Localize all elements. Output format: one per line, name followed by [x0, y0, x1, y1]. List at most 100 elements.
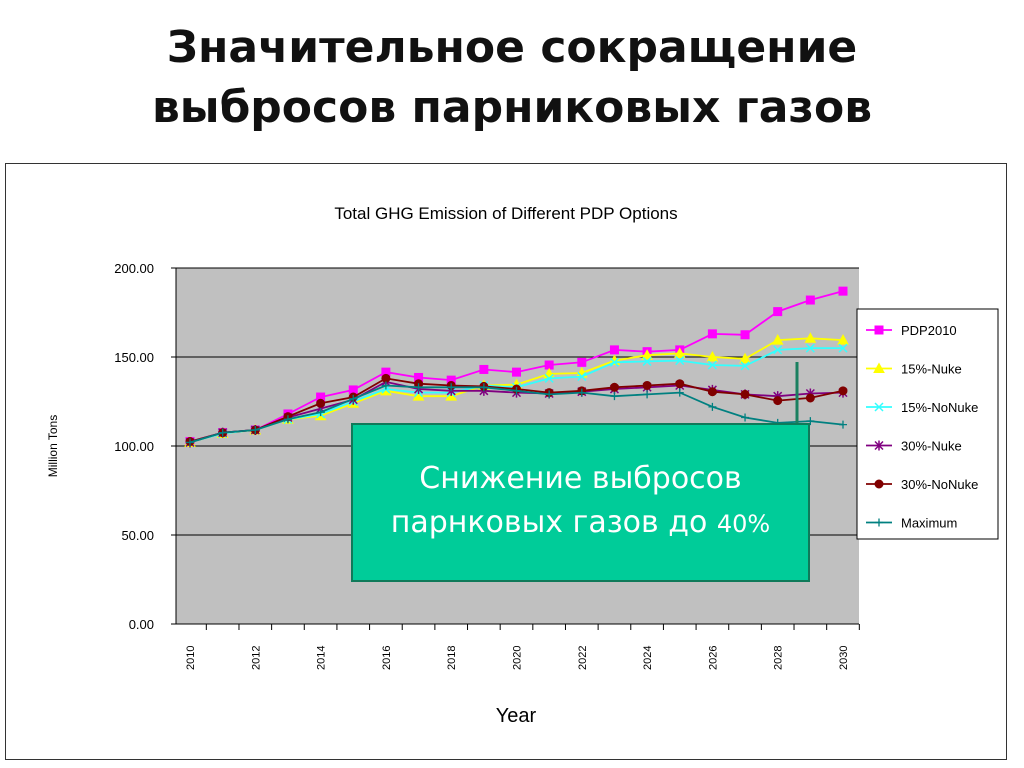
series-point [675, 388, 684, 397]
y-tick-label: 50.00 [121, 528, 154, 543]
series-point [675, 356, 685, 366]
x-tick-label: 2016 [381, 646, 393, 670]
series-point [643, 390, 652, 399]
series-point [740, 361, 750, 371]
series-point [706, 350, 719, 362]
series-maximum [186, 381, 847, 447]
series-point [609, 345, 619, 355]
y-tick-label: 0.00 [129, 617, 154, 632]
series-point [708, 402, 717, 411]
legend-swatch-marker [873, 362, 885, 373]
legend-item: Maximum [866, 516, 957, 531]
legend-swatch-marker [875, 518, 883, 527]
legend-swatch-marker [874, 479, 884, 489]
legend-item: PDP2010 [866, 323, 957, 338]
series-point [707, 360, 717, 370]
x-tick-label: 2010 [185, 646, 197, 670]
series-point [544, 360, 554, 370]
legend-item: 15%-NoNuke [866, 400, 978, 415]
legend-label: PDP2010 [901, 323, 957, 338]
series-point [839, 420, 847, 429]
series-point [673, 347, 686, 358]
series-point [805, 343, 815, 353]
x-axis-label: Year [496, 705, 537, 727]
legend-label: 15%-Nuke [901, 362, 962, 377]
y-tick-label: 150.00 [114, 350, 154, 365]
legend-item: 30%-Nuke [866, 439, 962, 454]
legend-swatch-marker [874, 440, 884, 451]
series-point [186, 438, 194, 447]
series-point [741, 413, 750, 422]
series-point [512, 386, 521, 395]
callout-text: парнковых газов до [390, 505, 708, 540]
series-point [349, 394, 358, 403]
x-tick-label: 2024 [642, 646, 654, 670]
series-point [805, 393, 815, 403]
series-point [739, 352, 751, 364]
legend-label: 15%-NoNuke [901, 400, 978, 415]
series-point [675, 379, 685, 389]
series-point [381, 373, 391, 383]
series-pdp2010 [185, 286, 848, 447]
series-point [838, 386, 848, 396]
series-point [806, 417, 815, 426]
reduction-callout: Снижение выбросов парнковых газов до 40% [351, 423, 810, 582]
series-point [447, 383, 456, 392]
series-point [837, 334, 849, 345]
series-point [838, 343, 848, 353]
x-tick-label: 2018 [446, 646, 458, 670]
x-tick-label: 2014 [316, 646, 328, 670]
legend-swatch-marker [874, 325, 884, 335]
legend-box [856, 308, 999, 540]
x-axis-ticks: 2010 2012 2014 2016 2018 2020 2022 2024 2026 2028… [176, 623, 860, 670]
slide-title: Значительное сокращение выбросов парнико… [0, 18, 1024, 138]
series-point [609, 357, 619, 367]
series-point [577, 372, 587, 382]
series-point [771, 334, 784, 345]
series-point [381, 381, 390, 390]
series-point [609, 382, 619, 392]
series-point [577, 388, 586, 397]
y-tick-label: 200.00 [114, 261, 154, 276]
y-axis-ticks: 0.00 50.00 100.00 150.00 200.00 [114, 261, 177, 632]
series-point [577, 357, 587, 367]
x-tick-label: 2020 [512, 646, 524, 670]
legend-item: 15%-Nuke [866, 362, 962, 377]
legend: PDP2010 15%-Nuke 15%-NoNuke 30%-Nuke 30%-NoN… [856, 308, 999, 540]
series-point [610, 392, 619, 401]
series-point [545, 390, 554, 399]
series-point [740, 389, 750, 399]
series-point [544, 373, 554, 383]
legend-label: Maximum [901, 516, 957, 531]
x-tick-label: 2026 [707, 646, 719, 670]
series-point [805, 295, 815, 305]
series-point [251, 425, 260, 434]
series-point [479, 383, 488, 392]
series-point [642, 356, 652, 366]
series-point [316, 408, 325, 417]
series-point [316, 398, 326, 408]
legend-swatch-marker [874, 402, 884, 412]
series-point [642, 380, 652, 390]
series-point [707, 329, 717, 339]
series-point [740, 330, 750, 340]
callout-line-1: Снижение выбросов [419, 461, 742, 496]
series-point [479, 364, 489, 374]
callout-percent: 40% [716, 510, 771, 538]
x-tick-label: 2030 [838, 646, 850, 670]
legend-label: 30%-Nuke [901, 439, 962, 454]
series-layer [184, 286, 849, 448]
callout-line-2: парнковых газов до 40% [353, 501, 808, 546]
x-tick-label: 2022 [577, 646, 589, 670]
x-tick-label: 2012 [250, 646, 262, 670]
slide-title-line-2: выбросов парниковых газов [151, 82, 873, 133]
series-point [707, 387, 717, 397]
series-point [773, 345, 783, 355]
series-point [218, 428, 227, 437]
series-point [414, 383, 423, 392]
series-point [283, 415, 292, 424]
series-point [641, 349, 653, 360]
series-point [773, 307, 783, 317]
chart-title: Total GHG Emission of Different PDP Opti… [334, 204, 677, 223]
